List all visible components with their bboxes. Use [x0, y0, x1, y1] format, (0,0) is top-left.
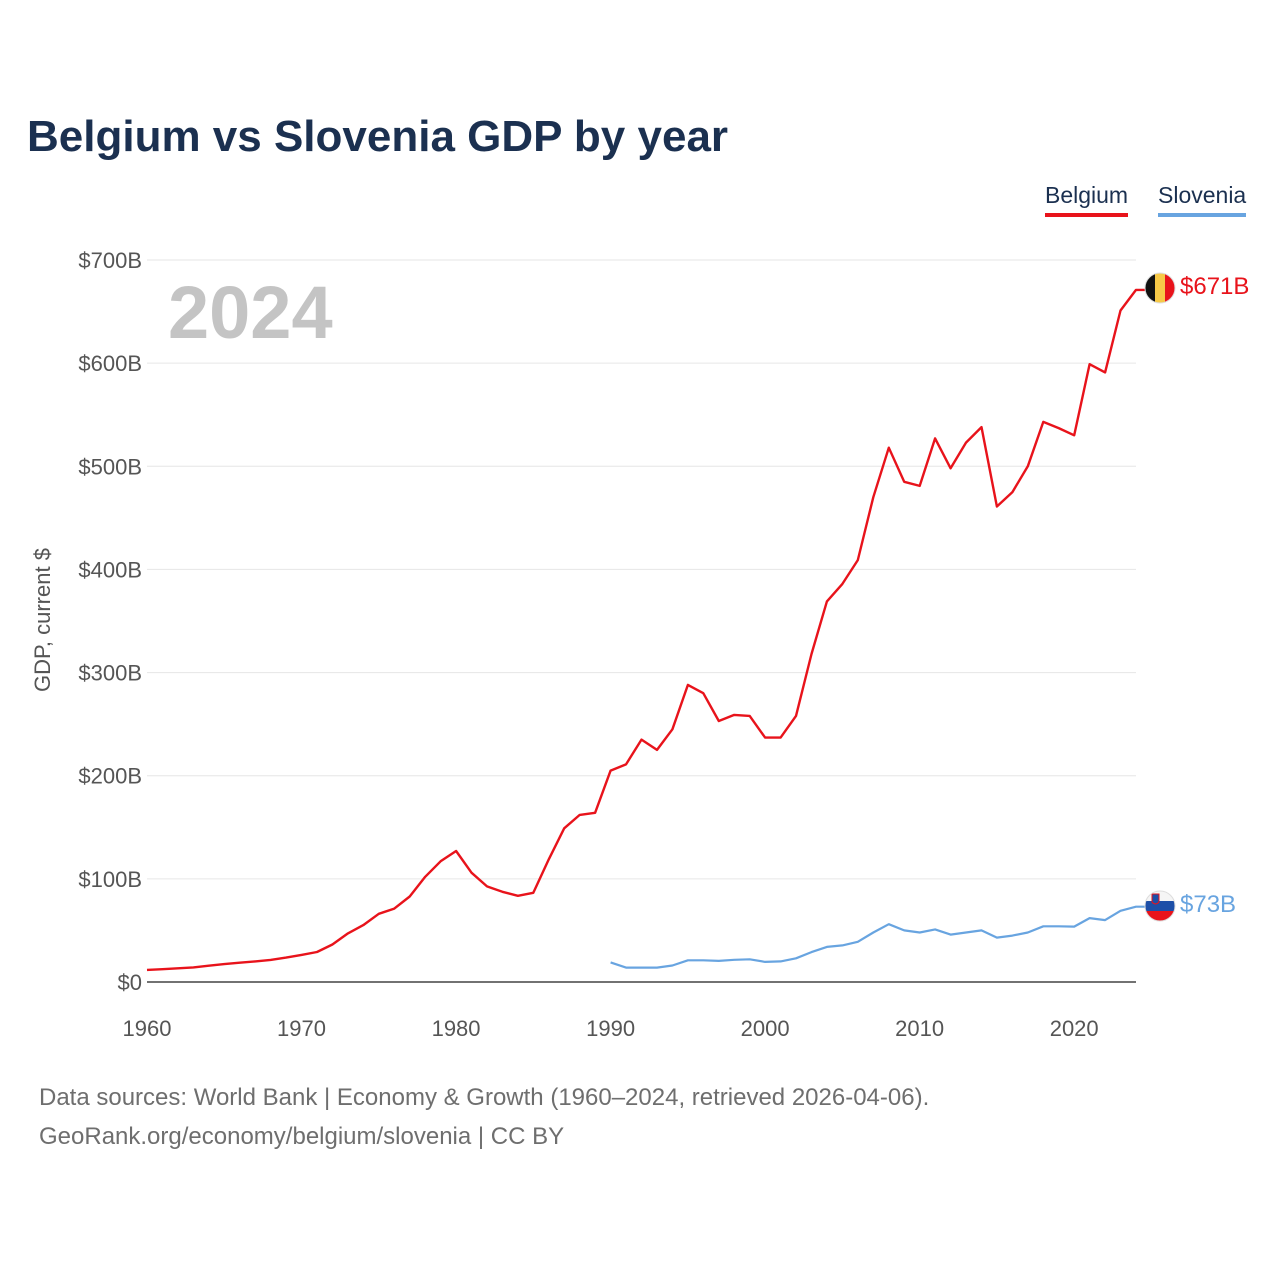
grid-lines: [147, 259, 1136, 983]
belgium-flag-icon: [1144, 272, 1176, 304]
x-tick-label: 1990: [586, 1016, 635, 1041]
year-watermark: 2024: [168, 271, 333, 354]
y-tick-label: $200B: [78, 764, 142, 789]
legend-item-belgium[interactable]: Belgium: [1045, 182, 1129, 217]
y-tick-label: $300B: [78, 661, 142, 686]
x-tick-label: 1980: [432, 1016, 481, 1041]
y-tick-label: $400B: [78, 557, 142, 582]
footer-source: Data sources: World Bank | Economy & Gro…: [39, 1084, 930, 1111]
series-line-slovenia: [610, 905, 1146, 969]
y-axis-ticks: $0 $100B $200B $300B $400B $500B $600B $700B: [78, 248, 142, 995]
footer-site-link[interactable]: GeoRank.org/economy/belgium/slovenia | C…: [39, 1123, 565, 1150]
chart-title: Belgium vs Slovenia GDP by year: [27, 112, 729, 161]
end-label-slovenia: $73B: [1180, 891, 1236, 918]
y-tick-label: $500B: [78, 454, 142, 479]
x-tick-label: 1970: [277, 1016, 326, 1041]
gdp-line-chart: 2024 $0 $100B $200B $300B $400B $500B $600B $70…: [30, 248, 1249, 1041]
y-axis-label: GDP, current $: [30, 548, 55, 692]
y-tick-label: $100B: [78, 867, 142, 892]
x-tick-label: 2010: [895, 1016, 944, 1041]
y-tick-label: $600B: [78, 351, 142, 376]
series-lines: [146, 288, 1146, 972]
x-axis-ticks: 1960 1970 1980 1990 2000 2010 2020: [123, 1016, 1099, 1041]
slovenia-flag-icon: [1144, 890, 1176, 922]
series-line-belgium: [146, 288, 1146, 972]
x-tick-label: 2000: [741, 1016, 790, 1041]
x-tick-label: 2020: [1050, 1016, 1099, 1041]
legend-item-slovenia[interactable]: Slovenia: [1158, 182, 1247, 217]
y-tick-label: $700B: [78, 248, 142, 273]
x-tick-label: 1960: [123, 1016, 172, 1041]
end-label-belgium: $671B: [1180, 273, 1249, 300]
y-tick-label: $0: [118, 970, 142, 995]
